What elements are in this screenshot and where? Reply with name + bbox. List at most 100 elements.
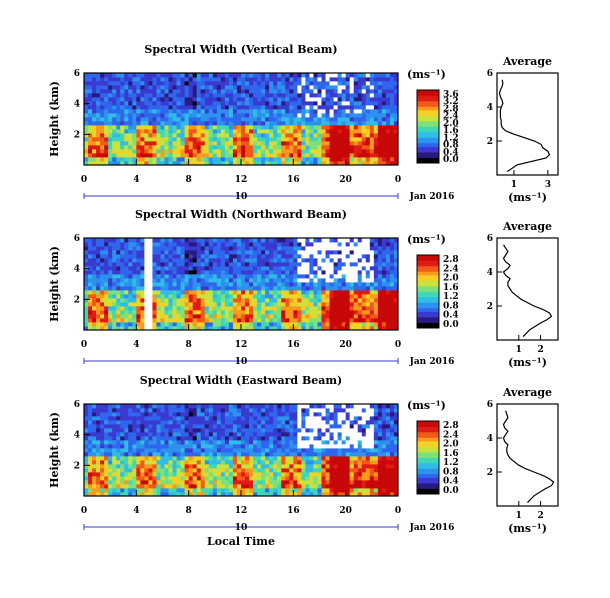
heatmap-cell [172,404,177,409]
heatmap-cell [144,93,149,98]
heatmap-cell [389,93,395,98]
heatmap-cell [212,113,218,118]
heatmap-cell [188,121,194,126]
heatmap-cell [112,161,117,166]
heatmap-cell [385,129,391,134]
heatmap-cell [112,129,117,134]
heatmap-cell [245,238,250,243]
heatmap-cell [249,456,254,461]
heatmap-cell [100,314,105,319]
heatmap-cell [381,93,387,98]
heatmap-cell [236,306,242,311]
heatmap-cell [220,258,226,263]
heatmap-cell [88,468,93,473]
heatmap-cell [241,452,246,457]
heatmap-cell [108,81,113,86]
heatmap-cell [160,77,165,82]
heatmap-cell [297,238,302,243]
heatmap-cell [128,310,133,315]
heatmap-cell [305,286,310,291]
heatmap-cell [196,246,202,251]
heatmap-cell [212,432,218,437]
heatmap-cell [100,420,105,425]
heatmap-cell [325,149,330,154]
heatmap-cell [245,310,250,315]
heatmap-cell [224,101,230,106]
heatmap-cell [136,262,141,267]
heatmap-cell [232,310,238,315]
heatmap-cell [180,129,186,134]
heatmap-cell [301,266,306,271]
heatmap-cell [144,472,149,477]
heatmap-cell [116,258,121,263]
heatmap-cell [180,266,186,271]
heatmap-cell [369,298,375,303]
heatmap-cell [204,101,210,106]
heatmap-cell [148,302,153,307]
heatmap-cell [128,492,133,497]
heatmap-cell [192,420,198,425]
heatmap-cell [92,141,97,146]
heatmap-cell [337,101,343,106]
heatmap-cell [249,318,254,323]
heatmap-cell [353,294,359,299]
heatmap-cell [156,141,161,146]
heatmap-cell [200,89,206,94]
heatmap-cell [245,137,250,142]
x-tick-label: 0 [81,175,87,185]
colorbar-segment [417,273,439,276]
heatmap-cell [120,468,125,473]
heatmap-cell [289,322,294,327]
heatmap-cell [188,246,194,251]
heatmap-cell [92,480,97,485]
heatmap-cell [345,117,351,122]
heatmap-cell [104,145,109,150]
heatmap-cell [325,113,330,118]
heatmap-cell [188,109,194,114]
heatmap-cell [192,85,198,90]
heatmap-cell [132,145,137,150]
heatmap-cell [253,460,258,465]
heatmap-cell [180,322,186,327]
heatmap-cell [241,129,246,134]
heatmap-cell [321,290,326,295]
heatmap-cell [265,302,270,307]
heatmap-cell [228,404,234,409]
heatmap-cell [353,133,359,138]
heatmap-cell [301,294,306,299]
heatmap-cell [273,153,278,158]
heatmap-cell [224,161,230,166]
heatmap-cell [289,326,294,331]
heatmap-cell [128,73,133,78]
heatmap-cell [281,444,286,449]
colorbar-segment [417,309,439,312]
heatmap-cell [345,326,351,331]
heatmap-cell [204,286,210,291]
heatmap-cell [236,270,242,275]
heatmap-cell [120,101,125,106]
heatmap-cell [349,113,355,118]
heatmap-cell [216,242,222,247]
heatmap-cell [325,286,330,291]
heatmap-cell [325,314,330,319]
heatmap-cell [184,97,190,102]
heatmap-cell [112,476,117,481]
heatmap-cell [269,137,274,142]
heatmap-cell [148,428,153,433]
heatmap-cell [357,141,363,146]
heatmap-cell [232,270,238,275]
heatmap-cell [168,117,173,122]
heatmap-cell [385,298,391,303]
colorbar-segment [417,306,439,309]
heatmap-cell [176,488,182,493]
heatmap-cell [164,412,169,417]
heatmap-cell [92,93,97,98]
heatmap-cell [224,428,230,433]
heatmap-cell [188,424,194,429]
heatmap-cell [301,274,306,279]
heatmap-cell [124,262,129,267]
heatmap-cell [136,89,141,94]
heatmap-cell [361,282,367,287]
heatmap-cell [232,408,238,413]
heatmap-cell [164,480,169,485]
